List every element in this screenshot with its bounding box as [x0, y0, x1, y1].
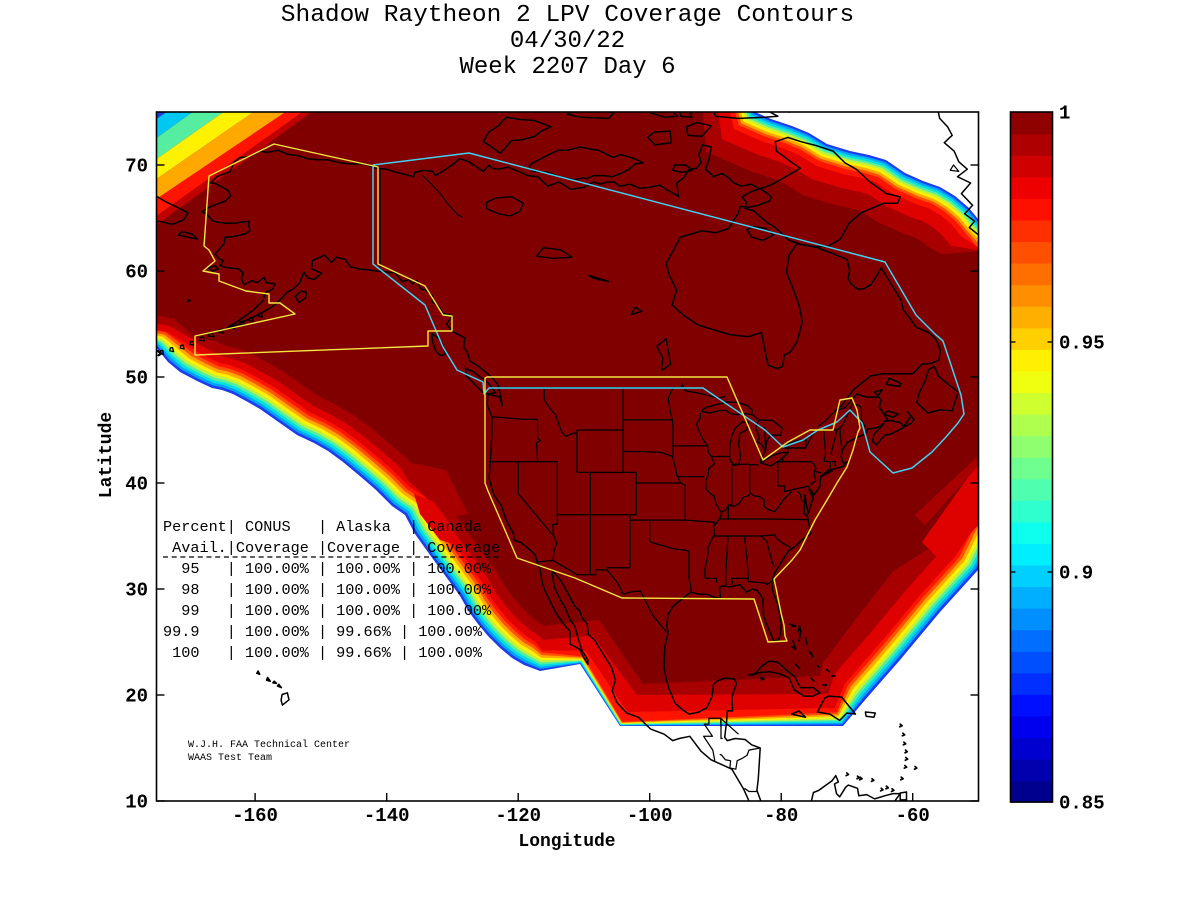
svg-text:Latitude: Latitude	[97, 412, 117, 498]
svg-text:99.9 | 100.00% | 99.66% | 10: 99.9 | 100.00% | 99.66% | 100.00%	[163, 623, 483, 641]
svg-text:WAAS Test Team: WAAS Test Team	[188, 753, 272, 764]
svg-text:-80: -80	[764, 805, 798, 827]
svg-text:30: 30	[125, 580, 148, 602]
svg-text:60: 60	[125, 262, 148, 284]
svg-text:Avail.|Coverage |Coverage | Co: Avail.|Coverage |Coverage | Coverage	[163, 539, 500, 557]
svg-text:20: 20	[125, 686, 148, 708]
svg-text:0.9: 0.9	[1059, 563, 1093, 585]
svg-text:-140: -140	[364, 805, 410, 827]
svg-text:98 | 100.00% | 100.00% | 100: 98 | 100.00% | 100.00% | 100.00%	[163, 581, 492, 599]
svg-text:0.85: 0.85	[1059, 793, 1105, 815]
svg-text:1: 1	[1059, 103, 1070, 125]
svg-text:100 | 100.00% | 99.66% | 100: 100 | 100.00% | 99.66% | 100.00%	[163, 644, 483, 662]
svg-text:Longitude: Longitude	[518, 832, 615, 852]
svg-text:-120: -120	[495, 805, 541, 827]
svg-text:95 | 100.00% | 100.00% | 100: 95 | 100.00% | 100.00% | 100.00%	[163, 560, 492, 578]
svg-text:04/30/22: 04/30/22	[510, 28, 625, 55]
svg-text:10: 10	[125, 792, 148, 814]
svg-text:-60: -60	[896, 805, 930, 827]
svg-text:Week 2207 Day 6: Week 2207 Day 6	[459, 54, 675, 81]
svg-text:-100: -100	[627, 805, 673, 827]
svg-text:99 | 100.00% | 100.00% | 100: 99 | 100.00% | 100.00% | 100.00%	[163, 602, 492, 620]
svg-text:-160: -160	[232, 805, 278, 827]
svg-text:Shadow Raytheon 2 LPV Coverage: Shadow Raytheon 2 LPV Coverage Contours	[281, 2, 854, 29]
svg-text:Percent| CONUS | Alaska | C: Percent| CONUS | Alaska | Canada	[163, 518, 482, 536]
svg-text:W.J.H. FAA Technical Center: W.J.H. FAA Technical Center	[188, 739, 350, 751]
svg-text:50: 50	[125, 368, 148, 390]
svg-text:0.95: 0.95	[1059, 333, 1105, 355]
svg-text:70: 70	[125, 156, 148, 178]
svg-text:40: 40	[125, 474, 148, 496]
